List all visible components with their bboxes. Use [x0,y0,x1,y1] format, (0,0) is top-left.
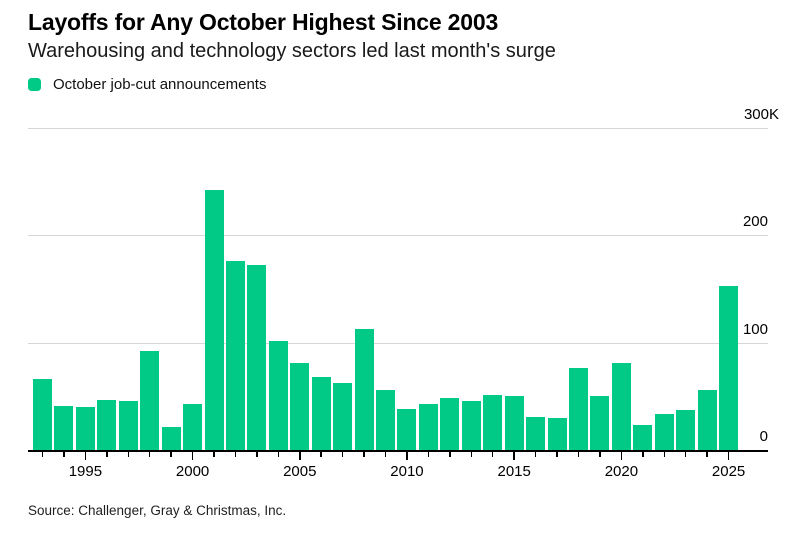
legend: October job-cut announcements [28,75,266,93]
bar-2009 [376,389,396,450]
x-axis-tick [84,452,87,460]
x-axis-label: 2020 [604,463,639,480]
bar-2007 [333,383,353,450]
x-axis-tick [642,452,644,457]
x-axis-tick [256,452,258,457]
x-axis-tick [491,452,494,457]
x-axis-tick [513,452,515,460]
bar-1998 [140,351,160,450]
bar-2002 [225,261,245,450]
x-axis-tick [277,452,280,457]
y-axis-label: 100 [742,320,768,338]
bar-2024 [697,389,717,450]
bar-2015 [504,396,524,450]
x-axis-tick [727,452,730,460]
bar-2016 [526,416,546,450]
gridline [28,128,768,129]
x-axis-baseline [28,450,768,452]
source-note: Source: Challenger, Gray & Christmas, In… [28,503,287,518]
legend-swatch-icon [28,77,41,91]
bar-1999 [161,427,181,450]
bar-2010 [397,409,417,450]
y-axis-label: 300K [743,106,779,123]
x-axis-tick [148,452,151,457]
x-axis-tick [449,452,451,457]
bar-2020 [611,363,631,450]
x-axis-label: 2025 [711,463,746,480]
legend-label: October job-cut announcements [53,75,267,93]
bar-2021 [633,425,653,450]
bar-2005 [290,363,310,450]
bar-1996 [97,399,117,450]
chart-subtitle: Warehousing and technology sectors led l… [28,40,556,62]
x-axis-tick [170,452,172,457]
x-axis-tick [406,452,408,460]
bar-1997 [118,400,138,450]
x-axis-tick [706,452,708,457]
gridline [28,235,768,237]
bar-2000 [183,403,203,450]
x-axis-tick [577,452,580,457]
x-axis-label: 2000 [175,463,210,480]
x-axis-tick [663,452,665,457]
x-axis-tick [341,452,344,457]
y-axis-label: 200 [742,213,768,231]
bar-2023 [676,410,696,450]
x-axis-label: 2015 [497,463,531,480]
x-axis-tick [320,452,322,457]
x-axis-label: 1995 [68,463,103,480]
bar-2008 [354,328,374,450]
bar-2014 [483,395,503,450]
chart-title: Layoffs for Any October Highest Since 20… [28,9,499,35]
x-axis-tick [684,452,687,457]
bar-2012 [440,398,460,450]
bar-1993 [33,379,52,450]
bar-1994 [54,405,74,450]
x-axis-tick [363,452,365,457]
x-axis-tick [41,452,44,457]
y-axis-label: 0 [759,428,768,445]
x-axis-tick [384,452,387,457]
bar-2001 [204,190,224,450]
x-axis-tick [427,452,430,457]
x-axis-tick [63,452,65,457]
x-axis-tick [106,452,108,457]
gridline [28,342,768,344]
x-axis-tick [620,452,623,460]
bar-2017 [547,417,567,450]
x-axis-tick [556,452,558,457]
x-axis-tick [599,452,601,457]
x-axis-tick [299,452,301,460]
bar-2018 [569,368,588,450]
bar-2025 [719,285,739,450]
bar-2011 [418,403,438,450]
x-axis-tick [213,452,215,457]
x-axis-label: 2010 [390,463,424,480]
bar-2019 [590,396,610,450]
bar-1995 [75,407,95,450]
bar-2013 [461,400,481,450]
bar-2022 [654,413,674,450]
x-axis-label: 2005 [283,463,317,480]
x-axis-tick [127,452,129,457]
bar-2006 [311,377,331,450]
bar-2004 [268,340,288,450]
x-axis-tick [234,452,237,457]
x-axis-tick [534,452,537,457]
bar-2003 [247,265,267,450]
x-axis-tick [191,452,194,460]
x-axis-tick [470,452,473,457]
